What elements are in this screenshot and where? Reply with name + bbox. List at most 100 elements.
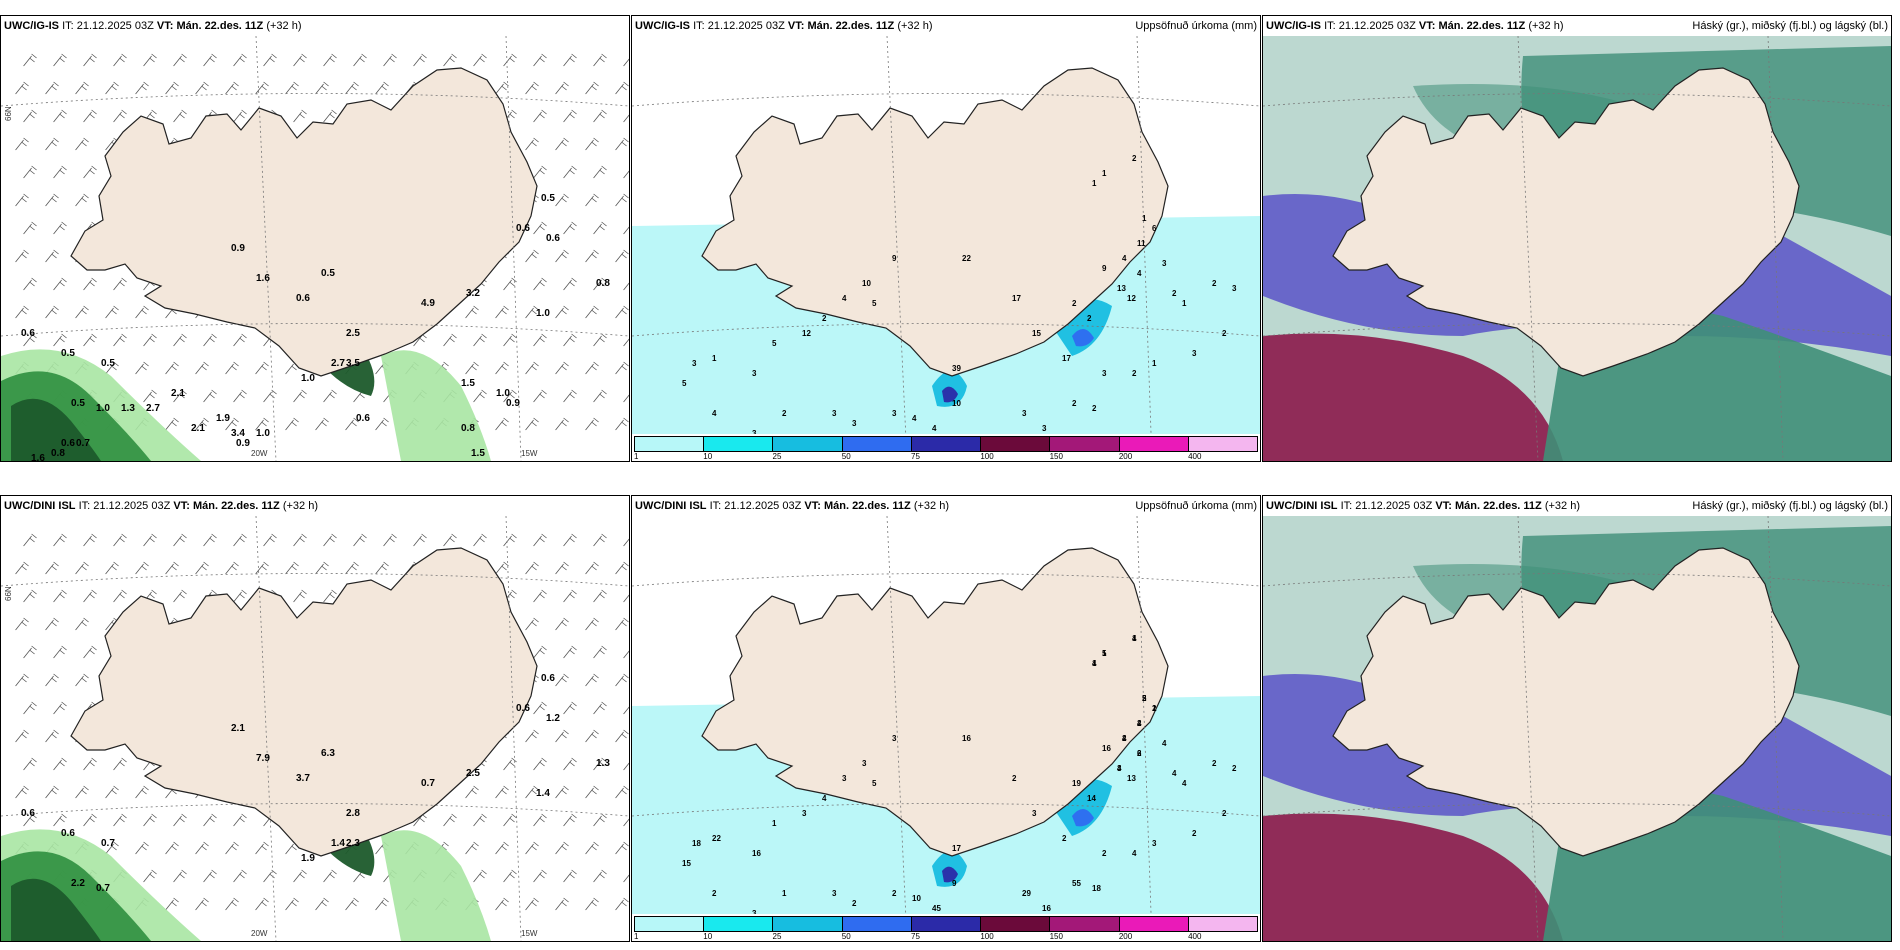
precip-map-panel-dini[interactable]: UWC/DINI ISL IT: 21.12.2025 03Z VT: Mán.…: [631, 495, 1261, 942]
vt-value: Mán. 22.des. 11Z: [192, 500, 280, 512]
map-value-label: 12: [1127, 294, 1136, 303]
legend-ticks: 1 10 25 50 75 100 150 200 400: [634, 932, 1258, 941]
wind-barb: [585, 729, 599, 743]
wind-barb: [555, 841, 569, 855]
axis-label: 66N: [4, 586, 13, 601]
legend-tick: 25: [772, 932, 782, 941]
legend-tick: 150: [1049, 452, 1063, 461]
wind-barb: [195, 897, 209, 911]
vt-value: Mán. 22.des. 11Z: [1438, 20, 1526, 32]
map-value-label: 5: [872, 299, 877, 308]
wind-barb: [83, 109, 97, 123]
wind-map-panel-dini[interactable]: UWC/DINI ISL IT: 21.12.2025 03Z VT: Mán.…: [0, 495, 630, 942]
lon-line: [1517, 516, 1539, 941]
legend-swatch: [842, 917, 912, 931]
lon-line: [1136, 36, 1153, 461]
wind-barb: [53, 165, 67, 179]
axis-label: 20W: [251, 929, 268, 938]
graticule: [632, 36, 1260, 461]
wind-barb: [615, 81, 629, 95]
wind-barb: [555, 729, 569, 743]
map-value-label: 45: [932, 904, 941, 913]
wind-barb: [285, 81, 299, 95]
map-value-label: 3: [1032, 809, 1037, 818]
panel-title: Háský (gr.), miðský (fj.bl.) og lágský (…: [1692, 20, 1888, 32]
map-value-label: 0.7: [96, 883, 110, 894]
wind-map-panel-ig[interactable]: UWC/IG-IS IT: 21.12.2025 03Z VT: Mán. 22…: [0, 15, 630, 462]
map-value-label: 6.3: [321, 748, 335, 759]
map-value-label: 4: [1137, 269, 1142, 278]
wind-barb: [195, 417, 209, 431]
wind-barb: [75, 561, 89, 575]
legend-color-bar: [634, 916, 1258, 932]
precip-map-panel-ig[interactable]: UWC/IG-IS IT: 21.12.2025 03Z VT: Mán. 22…: [631, 15, 1261, 462]
legend-tick: 100: [980, 452, 994, 461]
cloud-map-panel-ig[interactable]: UWC/IG-IS IT: 21.12.2025 03Z VT: Mán. 22…: [1262, 15, 1892, 462]
wind-barb: [105, 81, 119, 95]
map-value-label: 0.5: [61, 348, 75, 359]
wind-barb: [195, 81, 209, 95]
wind-barb: [23, 277, 37, 291]
wind-barb: [615, 417, 629, 431]
wind-area-dark: [11, 878, 101, 941]
it-label: IT:: [693, 20, 705, 32]
wind-barb: [413, 53, 427, 67]
wind-barb: [503, 813, 517, 827]
wind-barb: [113, 589, 127, 603]
wind-barb: [293, 589, 307, 603]
wind-barb: [563, 869, 577, 883]
map-value-label: 10: [862, 279, 871, 288]
iceland-land: [701, 547, 1169, 857]
wind-barb: [563, 165, 577, 179]
wind-barb: [113, 757, 127, 771]
map-value-label: 2: [1172, 289, 1177, 298]
map-value-label: 9: [892, 254, 897, 263]
map-value-label: 3: [1022, 409, 1027, 418]
wind-barb: [53, 109, 67, 123]
map-value-label: 18: [692, 839, 701, 848]
map-value-label: 3: [832, 889, 837, 898]
map-value-label: 2: [1137, 749, 1142, 758]
wind-barb: [143, 53, 157, 67]
wind-barb: [255, 897, 269, 911]
map-value-label: 0.6: [21, 808, 35, 819]
it-value: 21.12.2025 03Z: [1338, 20, 1416, 32]
wind-barb: [375, 561, 389, 575]
map-value-label: 5: [872, 779, 877, 788]
wind-barb: [233, 389, 247, 403]
wind-barb: [533, 813, 547, 827]
wind-barb: [593, 221, 607, 235]
map-value-label: 2: [1062, 834, 1067, 843]
wind-barb: [293, 389, 307, 403]
legend-tick: 200: [1118, 452, 1133, 461]
legend-swatch: [911, 917, 982, 931]
map-value-label: 1: [1102, 649, 1107, 658]
map-value-label: 0.9: [506, 398, 520, 409]
cloud-map-panel-dini[interactable]: UWC/DINI ISL IT: 21.12.2025 03Z VT: Mán.…: [1262, 495, 1892, 942]
wind-map: 66N 20W 15W 0.6 0.6 1.2 1.3 1.4 0.6 0.7 0.6 2.1 7.9 6…: [1, 516, 629, 941]
legend-swatch: [981, 437, 1051, 451]
model-name: UWC/IG-IS: [4, 20, 59, 32]
map-value-label: 2: [712, 889, 717, 898]
wind-barb: [75, 193, 89, 207]
wind-barb: [45, 673, 59, 687]
legend-tick: 150: [1049, 932, 1063, 941]
map-value-label: 2: [1192, 829, 1197, 838]
map-value-label: 0.8: [596, 278, 610, 289]
wind-barb: [345, 561, 359, 575]
wind-barb: [83, 813, 97, 827]
map-value-label: 2: [1012, 774, 1017, 783]
it-value: 21.12.2025 03Z: [1355, 500, 1433, 512]
wind-barb: [45, 137, 59, 151]
map-value-label: 3: [1232, 284, 1237, 293]
legend-swatch: [635, 917, 705, 931]
wind-barb: [233, 333, 247, 347]
map-value-label: 3: [752, 369, 757, 378]
wind-barb: [375, 897, 389, 911]
wind-barb: [45, 785, 59, 799]
wind-barb: [293, 109, 307, 123]
map-value-label: 2.7: [331, 358, 345, 369]
precip-area-75: [942, 866, 958, 883]
wind-barb: [195, 361, 209, 375]
legend-tick: 75: [911, 452, 920, 461]
